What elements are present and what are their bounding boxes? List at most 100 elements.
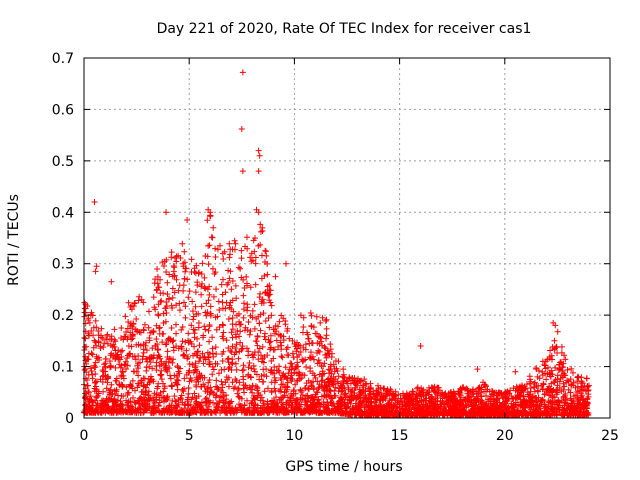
data-point (323, 354, 330, 361)
data-point (254, 387, 261, 394)
data-point (229, 315, 236, 322)
data-point (116, 408, 123, 415)
data-point (262, 336, 269, 343)
data-point (243, 273, 250, 280)
data-point (135, 372, 142, 379)
data-point (139, 388, 146, 395)
data-point (435, 405, 442, 412)
data-point (313, 389, 320, 396)
data-point (294, 345, 301, 352)
data-point (239, 367, 246, 374)
data-point (169, 383, 176, 390)
data-point (466, 411, 473, 418)
data-point (112, 364, 119, 371)
data-point (548, 380, 555, 387)
data-point (87, 365, 94, 372)
data-point (205, 409, 212, 416)
data-point (104, 332, 111, 339)
data-point (174, 386, 181, 393)
data-point (118, 353, 125, 360)
data-point (316, 408, 323, 415)
data-point (206, 291, 213, 298)
data-point (403, 402, 410, 409)
data-point (580, 399, 587, 406)
data-point (236, 333, 243, 340)
data-point (93, 342, 100, 349)
data-point (168, 249, 175, 256)
data-point (158, 297, 165, 304)
data-point (206, 361, 213, 368)
data-point (207, 384, 214, 391)
data-point (230, 308, 237, 315)
data-point (226, 304, 233, 311)
data-point (347, 388, 354, 395)
data-point (264, 385, 271, 392)
data-point (229, 277, 236, 284)
data-point (556, 406, 563, 413)
data-point (534, 387, 541, 394)
data-point (138, 296, 145, 303)
data-point (437, 390, 444, 397)
data-point (367, 412, 374, 419)
data-point (163, 340, 170, 347)
data-point (496, 399, 503, 406)
data-point (183, 371, 190, 378)
data-point (238, 255, 245, 262)
data-point (584, 395, 591, 402)
data-point (490, 402, 497, 409)
data-point (282, 318, 289, 325)
data-point (448, 389, 455, 396)
data-point (227, 246, 234, 253)
data-point (536, 409, 543, 416)
data-point (307, 349, 314, 356)
data-point (136, 329, 143, 336)
data-point (171, 273, 178, 280)
data-point (560, 370, 567, 377)
data-point (257, 352, 264, 359)
data-point (135, 297, 142, 304)
data-point (328, 363, 335, 370)
data-point (255, 356, 262, 363)
data-point (570, 379, 577, 386)
data-point (395, 411, 402, 418)
data-point (157, 409, 164, 416)
data-point (164, 348, 171, 355)
data-point (200, 354, 207, 361)
data-point (248, 399, 255, 406)
data-point (137, 409, 144, 416)
data-point (372, 411, 379, 418)
data-point (311, 372, 318, 379)
data-point (263, 366, 270, 373)
data-point (285, 401, 292, 408)
data-point (205, 327, 212, 334)
data-point (161, 395, 168, 402)
data-point (249, 389, 256, 396)
data-point (339, 402, 346, 409)
data-point (450, 393, 457, 400)
data-point (201, 284, 208, 291)
data-point (283, 404, 290, 411)
data-point (218, 378, 225, 385)
data-point (145, 324, 152, 331)
data-point (486, 406, 493, 413)
data-point (181, 275, 188, 282)
data-point (226, 400, 233, 407)
data-point (135, 405, 142, 412)
data-point (203, 312, 210, 319)
data-point (325, 375, 332, 382)
data-point (195, 270, 202, 277)
data-point (134, 362, 141, 369)
data-point (255, 209, 262, 216)
data-point (234, 407, 241, 414)
data-point (301, 385, 308, 392)
data-point (184, 276, 191, 283)
data-point (302, 398, 309, 405)
data-point (547, 399, 554, 406)
data-point (540, 397, 547, 404)
data-point (156, 324, 163, 331)
data-point (522, 385, 529, 392)
data-point (504, 404, 511, 411)
data-point (299, 392, 306, 399)
data-point (276, 363, 283, 370)
data-point (153, 335, 160, 342)
